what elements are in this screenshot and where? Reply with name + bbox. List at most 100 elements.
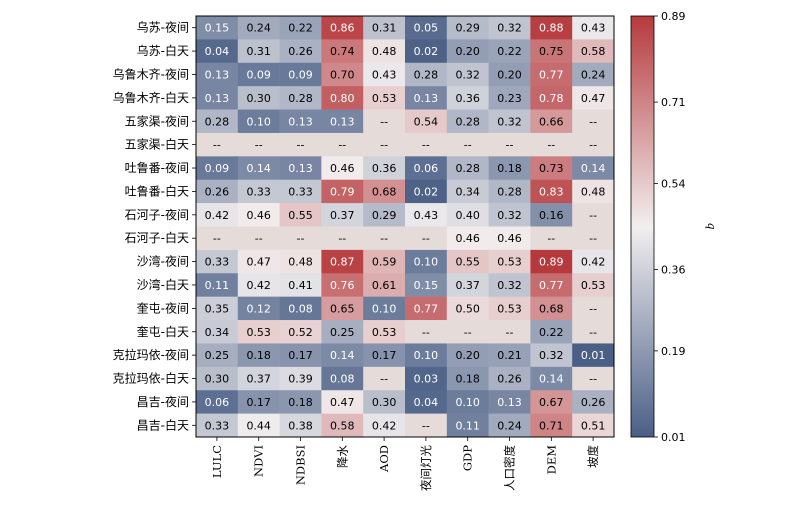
heatmap-cell (279, 203, 322, 227)
heatmap-cell (572, 366, 615, 391)
cell-value-label: 0.46 (330, 162, 355, 175)
cell-value-label: 0.08 (288, 302, 313, 315)
heatmap-cell (279, 273, 322, 297)
cell-value-label: 0.13 (288, 115, 313, 128)
cell-value-label: 0.06 (205, 396, 230, 409)
heatmap-cell (488, 296, 531, 321)
column-label: 夜间灯光 (419, 445, 433, 491)
heatmap-cell (572, 413, 615, 438)
cell-value-label: 0.53 (372, 326, 397, 339)
cell-value-label: 0.32 (497, 209, 522, 222)
heatmap-cell (321, 366, 364, 391)
heatmap-cell (321, 343, 364, 368)
heatmap-cell (405, 390, 448, 414)
heatmap-cell (237, 39, 280, 64)
heatmap-cell (279, 366, 322, 391)
heatmap-cell (363, 273, 406, 297)
heatmap-cell (446, 296, 489, 321)
cell-value-label: 0.17 (372, 349, 397, 362)
cell-value-label: 0.28 (414, 68, 439, 81)
cell-value-label: 0.48 (372, 45, 397, 58)
heatmap-cell (488, 413, 531, 438)
heatmap-cell (572, 390, 615, 414)
cell-value-label: 0.14 (246, 162, 271, 175)
heatmap-cell (405, 203, 448, 227)
cell-value-label: 0.48 (288, 256, 313, 269)
cell-value-label: 0.04 (414, 396, 439, 409)
cell-value-label: 0.77 (414, 302, 439, 315)
cell-value-label: 0.09 (288, 68, 313, 81)
heatmap-cell (572, 226, 615, 251)
heatmap-cell (196, 16, 239, 40)
heatmap-cell (321, 156, 364, 181)
heatmap-cell (488, 273, 531, 297)
heatmap-cell (363, 296, 406, 321)
cell-value-label: 0.87 (330, 256, 355, 269)
row-label: 奎屯-白天 (137, 324, 189, 339)
cell-value-label: 0.34 (455, 185, 480, 198)
heatmap-cell (321, 390, 364, 414)
heatmap-cell (196, 62, 239, 87)
heatmap-cell (321, 226, 364, 251)
cell-value-label: -- (255, 232, 263, 245)
cell-value-label: 0.09 (205, 162, 230, 175)
cell-value-label: 0.18 (497, 162, 522, 175)
heatmap-cell (405, 39, 448, 64)
cell-value-label: 0.13 (288, 162, 313, 175)
heatmap-cell (279, 39, 322, 64)
row-label: 吐鲁番-白天 (125, 183, 189, 198)
heatmap-cell (446, 366, 489, 391)
cell-value-label: 0.33 (246, 185, 271, 198)
heatmap-cell (446, 109, 489, 134)
cell-value-label: -- (422, 139, 430, 152)
cell-value-label: 0.15 (205, 22, 230, 35)
heatmap-cell (405, 366, 448, 391)
heatmap-cell (530, 156, 573, 181)
heatmap-cell (530, 249, 573, 274)
cell-value-label: 0.23 (497, 92, 522, 105)
cell-value-label: 0.05 (414, 22, 439, 35)
cell-value-label: 0.22 (497, 45, 522, 58)
heatmap-cell (530, 366, 573, 391)
cell-value-label: 0.22 (539, 326, 564, 339)
heatmap-cell (405, 132, 448, 157)
cell-value-label: 0.51 (581, 419, 606, 432)
heatmap-cell (446, 132, 489, 157)
cell-value-label: -- (589, 139, 597, 152)
column-label: 坡度 (586, 445, 600, 468)
column-label: AOD (377, 445, 391, 473)
cell-value-label: 0.33 (205, 419, 230, 432)
cell-value-label: 0.09 (246, 68, 271, 81)
heatmap-cell (196, 320, 239, 344)
cell-value-label: 0.10 (414, 256, 439, 269)
heatmap-cell (446, 320, 489, 344)
column-label: NDVI (252, 445, 266, 477)
cell-value-label: 0.52 (288, 326, 313, 339)
cell-value-label: 0.12 (246, 302, 271, 315)
cell-value-label: 0.02 (414, 185, 439, 198)
heatmap-cell (321, 203, 364, 227)
cell-value-label: 0.43 (581, 22, 606, 35)
cell-value-label: 0.75 (539, 45, 564, 58)
heatmap-cell (237, 156, 280, 181)
cell-value-label: 0.21 (497, 349, 522, 362)
cell-value-label: 0.44 (246, 419, 271, 432)
cell-value-label: 0.32 (497, 22, 522, 35)
cell-value-label: 0.83 (539, 185, 564, 198)
heatmap-cell (196, 366, 239, 391)
heatmap-cell (279, 249, 322, 274)
cell-value-label: 0.28 (205, 115, 230, 128)
cell-value-label: -- (589, 209, 597, 222)
heatmap-cell (446, 226, 489, 251)
heatmap-cell (488, 320, 531, 344)
heatmap-cell (405, 249, 448, 274)
cell-value-label: 0.32 (539, 349, 564, 362)
heatmap-cell (279, 320, 322, 344)
heatmap-cell (488, 390, 531, 414)
cell-value-label: 0.30 (205, 373, 230, 386)
cell-value-label: -- (589, 302, 597, 315)
cell-value-label: -- (464, 326, 472, 339)
cell-value-label: 0.25 (330, 326, 355, 339)
heatmap-cell (363, 413, 406, 438)
heatmap-cell (237, 132, 280, 157)
